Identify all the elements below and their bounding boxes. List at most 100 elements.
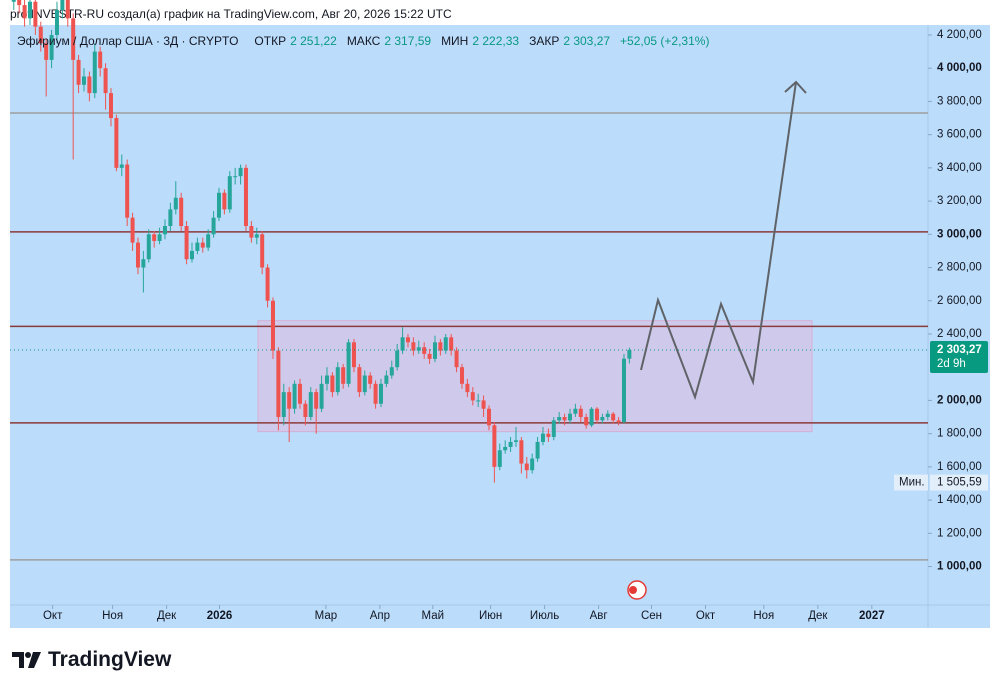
candle <box>141 250 146 293</box>
candle <box>578 405 583 423</box>
candle-body <box>400 337 405 351</box>
candle <box>54 1 59 44</box>
x-tick-label: Июль <box>530 610 559 622</box>
candle-body <box>616 420 621 423</box>
low-marker-tag <box>894 474 928 491</box>
candle <box>281 383 286 426</box>
candle <box>621 353 626 424</box>
x-tick-label: Ноя <box>102 610 123 622</box>
candle-body <box>189 250 194 260</box>
candle <box>400 327 405 354</box>
candle-body <box>389 367 394 376</box>
candle-body <box>98 51 103 69</box>
candle <box>27 0 32 25</box>
candle-body <box>103 68 108 94</box>
candle <box>540 427 545 446</box>
candle-body <box>17 0 22 6</box>
candle-body <box>254 234 259 238</box>
x-tick-label: Мар <box>315 610 338 622</box>
x-tick-label: Дек <box>157 610 177 622</box>
candle-body <box>535 441 540 459</box>
candle-body <box>81 76 86 85</box>
candle <box>314 388 319 434</box>
candle <box>346 338 351 388</box>
candle <box>508 436 513 452</box>
candle <box>179 192 184 231</box>
legend-key: ОТКР <box>254 34 287 48</box>
candle <box>562 413 567 426</box>
candle-body <box>314 392 319 409</box>
candle-body <box>378 383 383 404</box>
arrow-head <box>784 80 807 94</box>
candle-body <box>530 458 535 471</box>
candle-body <box>362 375 367 393</box>
candle <box>162 219 167 240</box>
x-tick-label: Сен <box>641 610 662 622</box>
candle-body <box>33 1 38 27</box>
low-marker-value: 1 505,59 <box>937 477 982 489</box>
y-tick-label: 3 000,00 <box>937 228 982 240</box>
candle <box>600 413 605 424</box>
candle-body <box>584 417 589 426</box>
candle-body <box>324 375 329 384</box>
candle <box>573 403 578 418</box>
candle <box>454 347 459 373</box>
footer: TradingView <box>12 648 171 672</box>
candle-body <box>303 403 308 418</box>
candle-body <box>114 118 119 168</box>
candle <box>249 221 254 243</box>
candle-body <box>503 446 508 451</box>
candle-body <box>330 375 335 393</box>
candle-body <box>497 450 502 467</box>
candle-body <box>216 192 221 218</box>
candle <box>243 164 248 231</box>
candle <box>276 347 281 431</box>
candle <box>65 0 70 27</box>
candle-body <box>108 93 113 119</box>
candle-body <box>351 342 356 368</box>
low-marker-label: Мин. <box>899 477 925 489</box>
candle <box>200 237 205 253</box>
candle-body <box>270 300 275 351</box>
candle <box>119 154 124 177</box>
candle <box>357 363 362 398</box>
candle-body <box>157 234 162 241</box>
candle-body <box>168 209 173 226</box>
y-tick-label: 4 000,00 <box>937 62 982 74</box>
event-icon <box>627 580 647 600</box>
x-tick-label: Июн <box>479 610 502 622</box>
candle <box>216 187 221 222</box>
candle <box>373 380 378 409</box>
candle-body <box>222 192 227 210</box>
candle-body <box>135 242 140 268</box>
chart: 4 200,00 4 000,00 3 800,00 3 600,00 3 400,00… <box>10 0 990 628</box>
candle <box>476 393 481 408</box>
candle-body <box>443 337 448 351</box>
low-marker-box <box>930 474 988 491</box>
candle <box>189 242 194 263</box>
x-tick-label: Авг <box>590 610 608 622</box>
last-price-box <box>930 341 988 374</box>
candle-body <box>465 383 470 393</box>
candle-body <box>152 234 157 241</box>
y-tick-label: 2 400,00 <box>937 328 982 340</box>
legend-value: 2 251,22 <box>290 34 337 48</box>
candle-body <box>540 433 545 442</box>
candle-body <box>27 1 32 19</box>
candle-body <box>346 342 351 384</box>
forecast-arrow <box>640 80 807 401</box>
candle <box>486 405 491 431</box>
candle <box>98 46 103 77</box>
candle-body <box>432 342 437 359</box>
candle <box>411 337 416 356</box>
candle-body <box>119 164 124 168</box>
y-tick-label: 2 000,00 <box>937 394 982 406</box>
candle <box>308 387 313 421</box>
legend-change: +52,05 (+2,31%) <box>620 34 710 48</box>
candle-body <box>562 417 567 421</box>
candle <box>341 363 346 389</box>
candle <box>157 227 162 245</box>
candle <box>465 378 470 398</box>
candle-body <box>141 259 146 268</box>
candle <box>546 428 551 442</box>
